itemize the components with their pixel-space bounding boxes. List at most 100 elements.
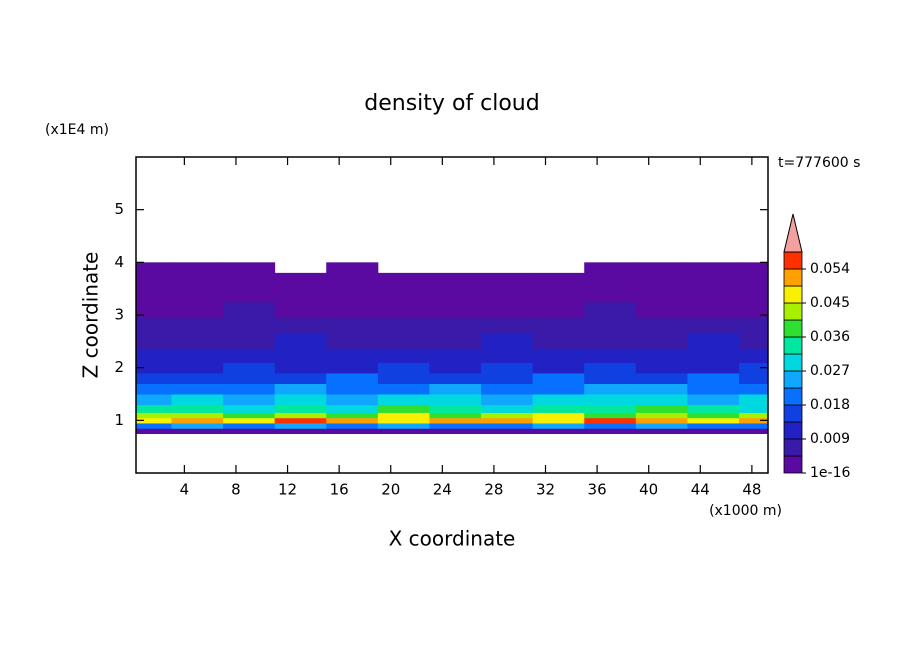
contour-cell xyxy=(223,262,276,274)
contour-cell xyxy=(171,272,224,287)
contour-cell xyxy=(274,349,327,363)
contour-cell xyxy=(429,394,482,406)
contour-cell xyxy=(326,301,379,319)
contour-cell xyxy=(687,394,740,406)
contour-cell xyxy=(635,262,688,274)
contour-cell xyxy=(481,333,534,350)
contour-cell xyxy=(532,333,585,350)
contour-cell xyxy=(738,262,769,274)
colorbar-tick-label: 0.045 xyxy=(810,295,850,311)
contour-cell xyxy=(584,333,637,350)
contour-cell xyxy=(326,262,379,274)
colorbar-swatch xyxy=(783,455,803,474)
contour-cell xyxy=(223,286,276,303)
contour-cell xyxy=(584,372,637,384)
contour-cell xyxy=(635,383,688,395)
contour-cell xyxy=(635,349,688,363)
contour-cell xyxy=(532,317,585,334)
x-tick-label: 20 xyxy=(381,481,400,499)
colorbar-tick-label: 0.027 xyxy=(810,363,850,379)
colorbar-swatch xyxy=(783,438,803,457)
contour-cell xyxy=(738,412,769,419)
contour-cell xyxy=(429,301,482,319)
contour-cell xyxy=(687,272,740,287)
contour-cell xyxy=(136,417,172,424)
contour-cell xyxy=(171,394,224,406)
contour-cell xyxy=(171,333,224,350)
contour-cell xyxy=(584,394,637,406)
contour-cell xyxy=(136,428,172,434)
contour-cell xyxy=(136,286,172,303)
contour-cell xyxy=(274,428,327,434)
contour-cell xyxy=(223,383,276,395)
contour-cell xyxy=(377,383,430,395)
contour-cell xyxy=(429,362,482,374)
contour-cell xyxy=(326,394,379,406)
contour-cell xyxy=(274,317,327,334)
contour-cell xyxy=(738,286,769,303)
contour-cell xyxy=(738,404,769,413)
contour-cell xyxy=(136,349,172,363)
contour-cell xyxy=(635,394,688,406)
contour-cell xyxy=(223,417,276,424)
contour-cell xyxy=(171,286,224,303)
contour-cell xyxy=(429,286,482,303)
contour-cell xyxy=(136,383,172,395)
contour-cell xyxy=(481,428,534,434)
contour-cell xyxy=(481,349,534,363)
contour-cell xyxy=(584,428,637,434)
contour-cell xyxy=(377,417,430,424)
contour-cell xyxy=(481,301,534,319)
contour-cell xyxy=(274,362,327,374)
colorbar-swatch xyxy=(783,387,803,406)
contour-cell xyxy=(171,412,224,419)
contour-cell xyxy=(532,372,585,384)
contour-cell xyxy=(532,417,585,424)
contour-cell xyxy=(687,362,740,374)
contour-cell xyxy=(738,349,769,363)
contour-cell xyxy=(738,272,769,287)
contour-cell xyxy=(274,372,327,384)
contour-cell xyxy=(584,317,637,334)
contour-cell xyxy=(274,404,327,413)
contour-cell xyxy=(223,317,276,334)
contour-cell xyxy=(687,349,740,363)
contour-cell xyxy=(687,383,740,395)
contour-cell xyxy=(738,422,769,429)
contour-cell xyxy=(584,262,637,274)
contour-cell xyxy=(223,349,276,363)
contour-cell xyxy=(635,333,688,350)
x-tick-label: 48 xyxy=(742,481,761,499)
contour-cell xyxy=(377,317,430,334)
contour-cell xyxy=(429,383,482,395)
contour-cell xyxy=(738,333,769,350)
contour-cell xyxy=(326,428,379,434)
contour-cell xyxy=(429,422,482,429)
contour-cell xyxy=(481,372,534,384)
contour-cell xyxy=(687,404,740,413)
contour-cell xyxy=(223,372,276,384)
contour-cell xyxy=(326,404,379,413)
contour-cell xyxy=(532,272,585,287)
contour-cell xyxy=(171,422,224,429)
contour-cell xyxy=(171,404,224,413)
contour-cell xyxy=(635,362,688,374)
contour-cell xyxy=(326,422,379,429)
colorbar-over xyxy=(783,213,803,253)
contour-cell xyxy=(223,404,276,413)
contour-cell xyxy=(223,428,276,434)
contour-cell xyxy=(481,286,534,303)
contour-cell xyxy=(532,422,585,429)
contour-cell xyxy=(584,349,637,363)
colorbar-swatch xyxy=(783,285,803,304)
contour-cell xyxy=(429,404,482,413)
contour-cell xyxy=(584,383,637,395)
x-tick-label: 16 xyxy=(330,481,349,499)
contour-cell xyxy=(738,428,769,434)
contour-cell xyxy=(136,404,172,413)
contour-cell xyxy=(635,317,688,334)
contour-cell xyxy=(687,317,740,334)
y-tick-label: 2 xyxy=(114,358,124,376)
contour-cell xyxy=(223,412,276,419)
contour-cell xyxy=(171,362,224,374)
